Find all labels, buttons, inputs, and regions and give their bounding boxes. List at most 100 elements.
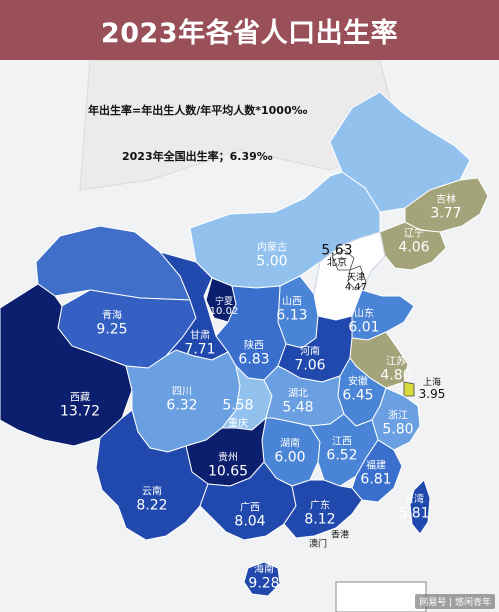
province-name: 北京 <box>326 257 347 269</box>
label-zhejiang: 浙江 5.80 <box>382 411 413 436</box>
province-value: 6.45 <box>342 386 374 403</box>
province-name: 天津 <box>346 273 366 284</box>
province-value: 4.80 <box>380 366 412 383</box>
label-neimenggu: 内蒙古 5.00 <box>256 243 287 268</box>
province-value: 6.00 <box>274 448 306 465</box>
province-name: 安徽 <box>347 376 368 388</box>
province-name: 上海 <box>422 377 441 388</box>
label-aomen: 澳门 <box>308 539 328 550</box>
province-value: 8.22 <box>136 496 168 513</box>
region-liaoning <box>379 221 447 271</box>
label-chongqing: 5.58 重庆 <box>222 398 253 429</box>
page-title: 2023年各省人口出生率 <box>100 17 399 49</box>
formula-note: 年出生率=年出生人数/年平均人数*1000‰ <box>88 104 308 117</box>
province-value: 9.28 <box>248 574 280 591</box>
region-taiwan <box>409 479 431 535</box>
province-value: 5.63 <box>321 242 353 259</box>
label-henan: 河南 7.06 <box>294 347 325 372</box>
province-value: 5.80 <box>382 420 414 437</box>
province-value: 6.83 <box>238 350 270 367</box>
label-shandong: 山东 6.01 <box>348 309 379 334</box>
label-shanxi: 山西 6.13 <box>276 297 307 322</box>
label-jiangsu: 江苏 4.80 <box>380 357 411 382</box>
province-value: 6.81 <box>360 470 392 487</box>
label-hainan: 海南 9.28 <box>248 565 279 590</box>
label-hunan: 湖南 6.00 <box>274 439 305 464</box>
province-value: 9.25 <box>96 320 128 337</box>
province-value: 6.13 <box>276 306 308 323</box>
province-name: 广西 <box>239 502 260 514</box>
label-taiwan: 台湾 5.81 <box>398 495 429 520</box>
province-name: 宁夏 <box>214 297 234 308</box>
province-value: 7.71 <box>184 340 216 357</box>
label-shanghai: 上海 3.95 <box>418 377 446 402</box>
province-name: 江西 <box>331 436 352 448</box>
region-hainan <box>243 561 281 597</box>
province-name: 四川 <box>171 386 192 398</box>
label-guizhou: 贵州 10.65 <box>208 453 248 478</box>
watermark: 网易号 | 悠闲青年 <box>415 594 495 609</box>
map-area: 年出生率=年出生人数/年平均人数*1000‰ 2023年全国出生率；6.39‰ … <box>0 60 499 612</box>
province-name: 西藏 <box>70 392 90 404</box>
province-name: 山东 <box>353 308 374 320</box>
province-name: 陕西 <box>243 340 264 352</box>
region-beijing <box>331 249 355 271</box>
province-value: 5.00 <box>256 252 288 269</box>
region-guangdong <box>283 479 363 539</box>
province-value: 3.77 <box>430 204 462 221</box>
province-name: 广东 <box>309 500 330 512</box>
label-xizang: 西藏 13.72 <box>60 393 100 418</box>
province-value: 13.72 <box>59 402 101 419</box>
province-value: 10.02 <box>209 306 239 318</box>
province-value: 3.95 <box>418 387 446 402</box>
province-name: 青海 <box>101 310 122 322</box>
province-name: 江苏 <box>385 356 406 368</box>
province-name: 云南 <box>141 486 162 498</box>
province-value: 6.32 <box>166 396 198 413</box>
china-map <box>0 60 499 612</box>
label-qinghai: 青海 9.25 <box>96 311 127 336</box>
province-value: 5.58 <box>222 397 254 414</box>
label-tianjin: 天津 4.47 <box>345 273 367 294</box>
province-value: 10.65 <box>207 462 249 479</box>
label-gansu: 甘肃 7.71 <box>184 331 215 356</box>
label-beijing: 5.63 北京 <box>321 243 352 268</box>
province-value: 8.04 <box>234 512 266 529</box>
title-bar: 2023年各省人口出生率 <box>0 0 499 60</box>
label-hubei: 湖北 5.48 <box>282 389 313 414</box>
province-name: 台湾 <box>403 494 424 506</box>
province-value: 8.12 <box>304 510 336 527</box>
neighbour-land-north <box>79 60 401 191</box>
label-shaanxi: 陕西 6.83 <box>238 341 269 366</box>
province-value: 7.06 <box>294 356 326 373</box>
province-name: 河南 <box>299 346 320 358</box>
label-ningxia: 宁夏 10.02 <box>209 297 239 318</box>
province-value: 6.52 <box>326 446 358 463</box>
province-name: 浙江 <box>387 410 408 422</box>
label-sichuan: 四川 6.32 <box>166 387 197 412</box>
label-guangdong: 广东 8.12 <box>304 501 335 526</box>
label-fujian: 福建 6.81 <box>360 461 391 486</box>
province-value: 4.06 <box>398 238 430 255</box>
label-liaoning: 辽宁 4.06 <box>398 229 429 254</box>
inset-box <box>335 581 427 612</box>
province-value: 6.01 <box>348 318 380 335</box>
province-name: 湖南 <box>279 438 300 450</box>
province-name: 山西 <box>281 296 302 308</box>
region-shanghai <box>403 381 415 397</box>
province-name: 贵州 <box>218 452 238 464</box>
province-name: 湖北 <box>287 388 308 400</box>
province-name: 福建 <box>365 460 386 472</box>
national-rate-note: 2023年全国出生率；6.39‰ <box>122 150 273 163</box>
label-yunnan: 云南 8.22 <box>136 487 167 512</box>
province-name: 重庆 <box>227 418 248 430</box>
label-guangxi: 广西 8.04 <box>234 503 265 528</box>
province-value: 5.81 <box>398 504 430 521</box>
region-tianjin <box>347 265 367 291</box>
province-name: 甘肃 <box>189 330 210 342</box>
label-jilin: 吉林 3.77 <box>430 195 461 220</box>
label-xianggang: 香港 <box>330 530 350 541</box>
label-jiangxi: 江西 6.52 <box>326 437 357 462</box>
province-name: 辽宁 <box>403 228 424 240</box>
label-anhui: 安徽 6.45 <box>342 377 373 402</box>
